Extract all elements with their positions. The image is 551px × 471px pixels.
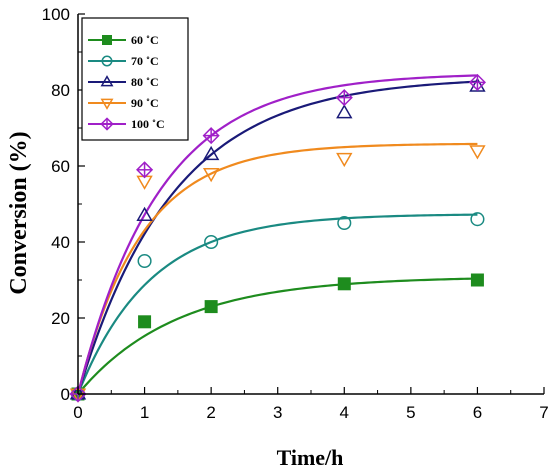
data-point-s4-3	[336, 152, 353, 168]
y-tick-label-2: 40	[51, 233, 70, 252]
x-tick-label-6: 6	[473, 403, 482, 422]
legend-marker-4	[100, 98, 114, 110]
y-axis-title: Conversion (%)	[6, 131, 32, 294]
y-tick-label-1: 20	[51, 309, 70, 328]
data-point-s1-3	[337, 277, 351, 291]
data-point-s1-1	[138, 315, 152, 329]
x-tick-label-0: 0	[73, 403, 82, 422]
x-tick-label-2: 2	[206, 403, 215, 422]
y-tick-label-4: 80	[51, 81, 70, 100]
data-point-s1-2	[204, 300, 218, 314]
legend-marker-3	[100, 75, 114, 87]
legend-label-1: 60 ˚C	[131, 33, 159, 47]
fit-curve-4	[76, 142, 478, 395]
data-point-s3-4	[469, 77, 486, 92]
x-axis-title: Time/h	[277, 445, 344, 470]
data-point-s2-3	[337, 215, 352, 231]
x-tick-label-7: 7	[539, 403, 548, 422]
data-point-s5-3	[335, 89, 353, 107]
fit-curve-2	[76, 213, 478, 395]
data-point-s2-4	[470, 212, 485, 227]
legend-marker-1	[102, 35, 112, 45]
legend-label-3: 80 ˚C	[131, 75, 159, 89]
data-point-s3-2	[202, 145, 220, 161]
data-point-s4-4	[469, 145, 486, 160]
data-point-s5-2	[202, 127, 220, 145]
data-point-s3-1	[136, 206, 153, 221]
legend-box	[81, 17, 189, 141]
y-tick-label-5: 100	[42, 5, 70, 24]
legend-label-2: 70 ˚C	[131, 54, 159, 68]
data-point-s5-1	[136, 161, 154, 179]
fit-curve-3	[76, 80, 478, 395]
data-point-s3-3	[336, 104, 353, 119]
x-tick-label-4: 4	[340, 403, 349, 422]
legend-marker-2	[101, 55, 113, 67]
legend: 60 ˚C 70 ˚C 80 ˚C 90 ˚C 100 ˚C	[81, 17, 189, 141]
data-point-s1-4	[470, 273, 484, 287]
fit-curve-1	[77, 277, 478, 395]
fit-curves	[76, 74, 478, 395]
axes: 0 1 2 3 4 5 6 7 0 20 40 60 80 100	[42, 5, 549, 422]
legend-label-5: 100 ˚C	[131, 117, 165, 131]
x-tick-label-3: 3	[273, 403, 282, 422]
y-tick-label-3: 60	[51, 157, 70, 176]
x-tick-label-5: 5	[406, 403, 415, 422]
data-point-s4-2	[202, 168, 220, 183]
y-tick-label-0: 0	[61, 385, 70, 404]
x-tick-label-1: 1	[140, 403, 149, 422]
data-point-s2-1	[137, 253, 152, 269]
legend-marker-5	[100, 117, 114, 131]
data-point-s5-4	[468, 73, 486, 91]
legend-label-4: 90 ˚C	[131, 96, 159, 110]
data-point-s2-2	[204, 234, 219, 250]
fit-curve-5	[76, 74, 478, 395]
